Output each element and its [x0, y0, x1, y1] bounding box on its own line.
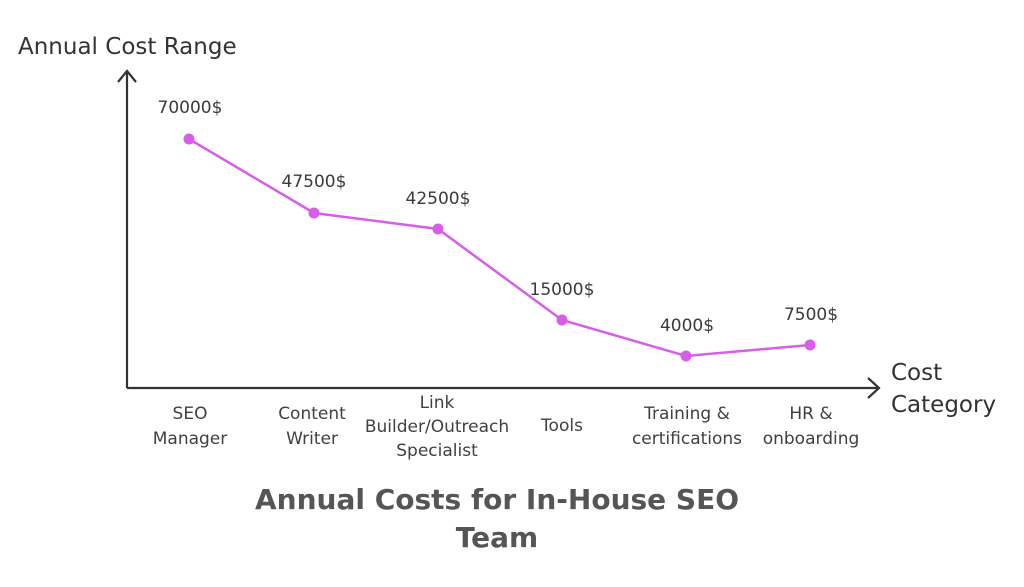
x-tick-label: Link: [420, 393, 455, 413]
x-tick-label: Content: [278, 404, 346, 424]
data-label: 70000$: [158, 98, 223, 118]
data-label: 4000$: [660, 316, 714, 336]
chart-title-line1: Annual Costs for In-House SEO: [255, 483, 739, 516]
data-label: 42500$: [406, 189, 471, 209]
x-tick-label: HR &: [789, 404, 832, 424]
data-label: 15000$: [530, 280, 595, 300]
x-tick-label: Manager: [153, 429, 228, 449]
y-axis-arrow-icon: [117, 69, 137, 83]
y-axis-title: Annual Cost Range: [18, 34, 237, 60]
data-points: [183, 133, 816, 362]
x-tick-label: Specialist: [396, 441, 478, 461]
x-tick-label: Writer: [286, 429, 338, 449]
x-tick-label: Training &: [643, 404, 730, 424]
x-axis-title-line1: Cost: [891, 360, 942, 386]
data-label: 7500$: [784, 305, 838, 325]
data-point: [432, 223, 444, 235]
x-tick-label: certifications: [632, 429, 742, 449]
x-tick-label: onboarding: [763, 429, 860, 449]
data-point: [680, 350, 692, 362]
x-axis-arrow-icon: [867, 377, 881, 399]
data-label: 47500$: [282, 172, 347, 192]
data-point: [308, 207, 320, 219]
x-axis-title-line2: Category: [891, 392, 996, 418]
x-tick-label: Builder/Outreach: [365, 417, 509, 437]
x-tick-label: Tools: [540, 416, 583, 436]
data-point: [804, 339, 816, 351]
x-tick-label: SEO: [173, 404, 208, 424]
data-point: [183, 133, 195, 145]
data-point: [556, 314, 568, 326]
chart-title-line2: Team: [456, 521, 538, 554]
cost-line: [188, 137, 811, 358]
